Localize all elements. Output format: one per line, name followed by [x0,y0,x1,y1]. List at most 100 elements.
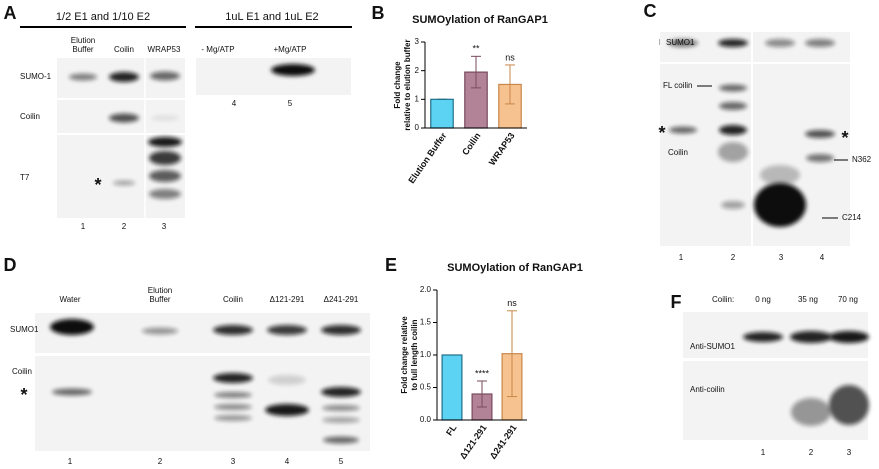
lane-label: 70 ng [838,295,858,304]
y-axis-label: Fold change [393,61,402,109]
x-tick-label: FL [444,422,459,437]
band [805,130,835,138]
y-tick-label: 2.0 [420,285,432,294]
right-label: C214 [842,213,862,222]
band [829,385,869,425]
asterisk: * [20,385,27,405]
band [760,165,800,185]
row-label: T7 [20,173,30,182]
lane-number: 2 [731,253,736,262]
band [214,392,252,398]
y-tick-label: 1.5 [420,318,432,327]
y-tick-label: 0 [415,123,420,132]
band [765,39,795,47]
band [829,331,869,343]
lane-number: 1 [761,448,766,457]
band [719,102,747,110]
band [150,71,180,81]
band [213,373,253,383]
band [322,417,360,423]
band [669,126,697,134]
chart-title: SUMOylation of RanGAP1 [447,262,583,274]
row-label: SUMO1 [666,38,695,47]
x-tick-label: Δ121-291 [458,423,489,461]
lane-number: 3 [847,448,852,457]
band [149,151,181,165]
error-bar [507,310,517,398]
band [50,319,94,335]
lane-label: Coilin [114,45,134,54]
band [149,170,181,182]
error-bar [477,380,487,408]
y-tick-label: 1.0 [420,350,432,359]
blot [35,313,370,353]
lane-number: 1 [679,253,684,262]
lane-label: Buffer [149,295,171,304]
lane-number: 2 [122,222,127,231]
lane-number: 4 [285,457,290,466]
header: 1uL E1 and 1uL E2 [225,11,318,23]
y-tick-label: 1 [415,94,420,103]
band [721,201,745,209]
y-tick-label: 0.5 [420,383,432,392]
band [265,404,309,416]
chart-title: SUMOylation of RanGAP1 [412,14,548,26]
band [754,183,806,227]
row-label: Anti-SUMO1 [690,342,735,351]
lane-label: Buffer [72,45,94,54]
error-bar [505,64,515,105]
band [718,39,748,47]
lane-label: Elution [71,36,95,45]
y-axis-label: Fold change relative [400,316,409,394]
band [113,180,135,186]
lane-number: 2 [809,448,814,457]
band [148,137,182,147]
lane-label: 0 ng [755,295,771,304]
band [52,388,92,396]
row-label: SUMO-1 [20,72,52,81]
panel-label: D [4,255,17,275]
lane-number: 3 [779,253,784,262]
row-label: Anti-coilin [690,385,725,394]
panel-label: A [4,3,17,23]
band [805,39,835,47]
lane-number: 4 [820,253,825,262]
band [719,125,747,135]
y-axis-label: relative to elution buffer [403,39,412,130]
y-tick-label: 2 [415,66,420,75]
row-label: SUMO1 [10,325,39,334]
lane-number: 5 [288,99,293,108]
lane-label: WRAP53 [148,45,181,54]
lane-number: 2 [158,457,163,466]
lane-number: 5 [339,457,344,466]
bar [441,354,463,421]
lane-number: 4 [232,99,237,108]
band [322,405,360,411]
band [743,332,783,342]
y-tick-label: 3 [415,37,420,46]
band [321,387,361,397]
significance: **** [475,368,490,378]
lane-label: +Mg/ATP [274,45,307,54]
lane-label: Coilin [223,295,243,304]
asterisk: * [94,175,101,195]
row-label: Coilin [668,148,688,157]
asterisk: * [658,123,665,143]
x-tick-label: WRAP53 [487,131,517,167]
blot [196,58,351,95]
band [109,72,139,82]
right-label: N362 [852,155,872,164]
band [267,325,307,335]
lane-number: 3 [162,222,167,231]
lane-label: 35 ng [798,295,818,304]
blot [660,32,850,62]
panel-label: B [372,3,385,23]
y-axis-label: to full length coilin [410,319,419,390]
band [214,415,252,421]
significance: ** [472,44,480,54]
lane-number: 3 [231,457,236,466]
band [214,404,252,410]
band [718,142,748,162]
header: Coilin: [712,295,734,304]
